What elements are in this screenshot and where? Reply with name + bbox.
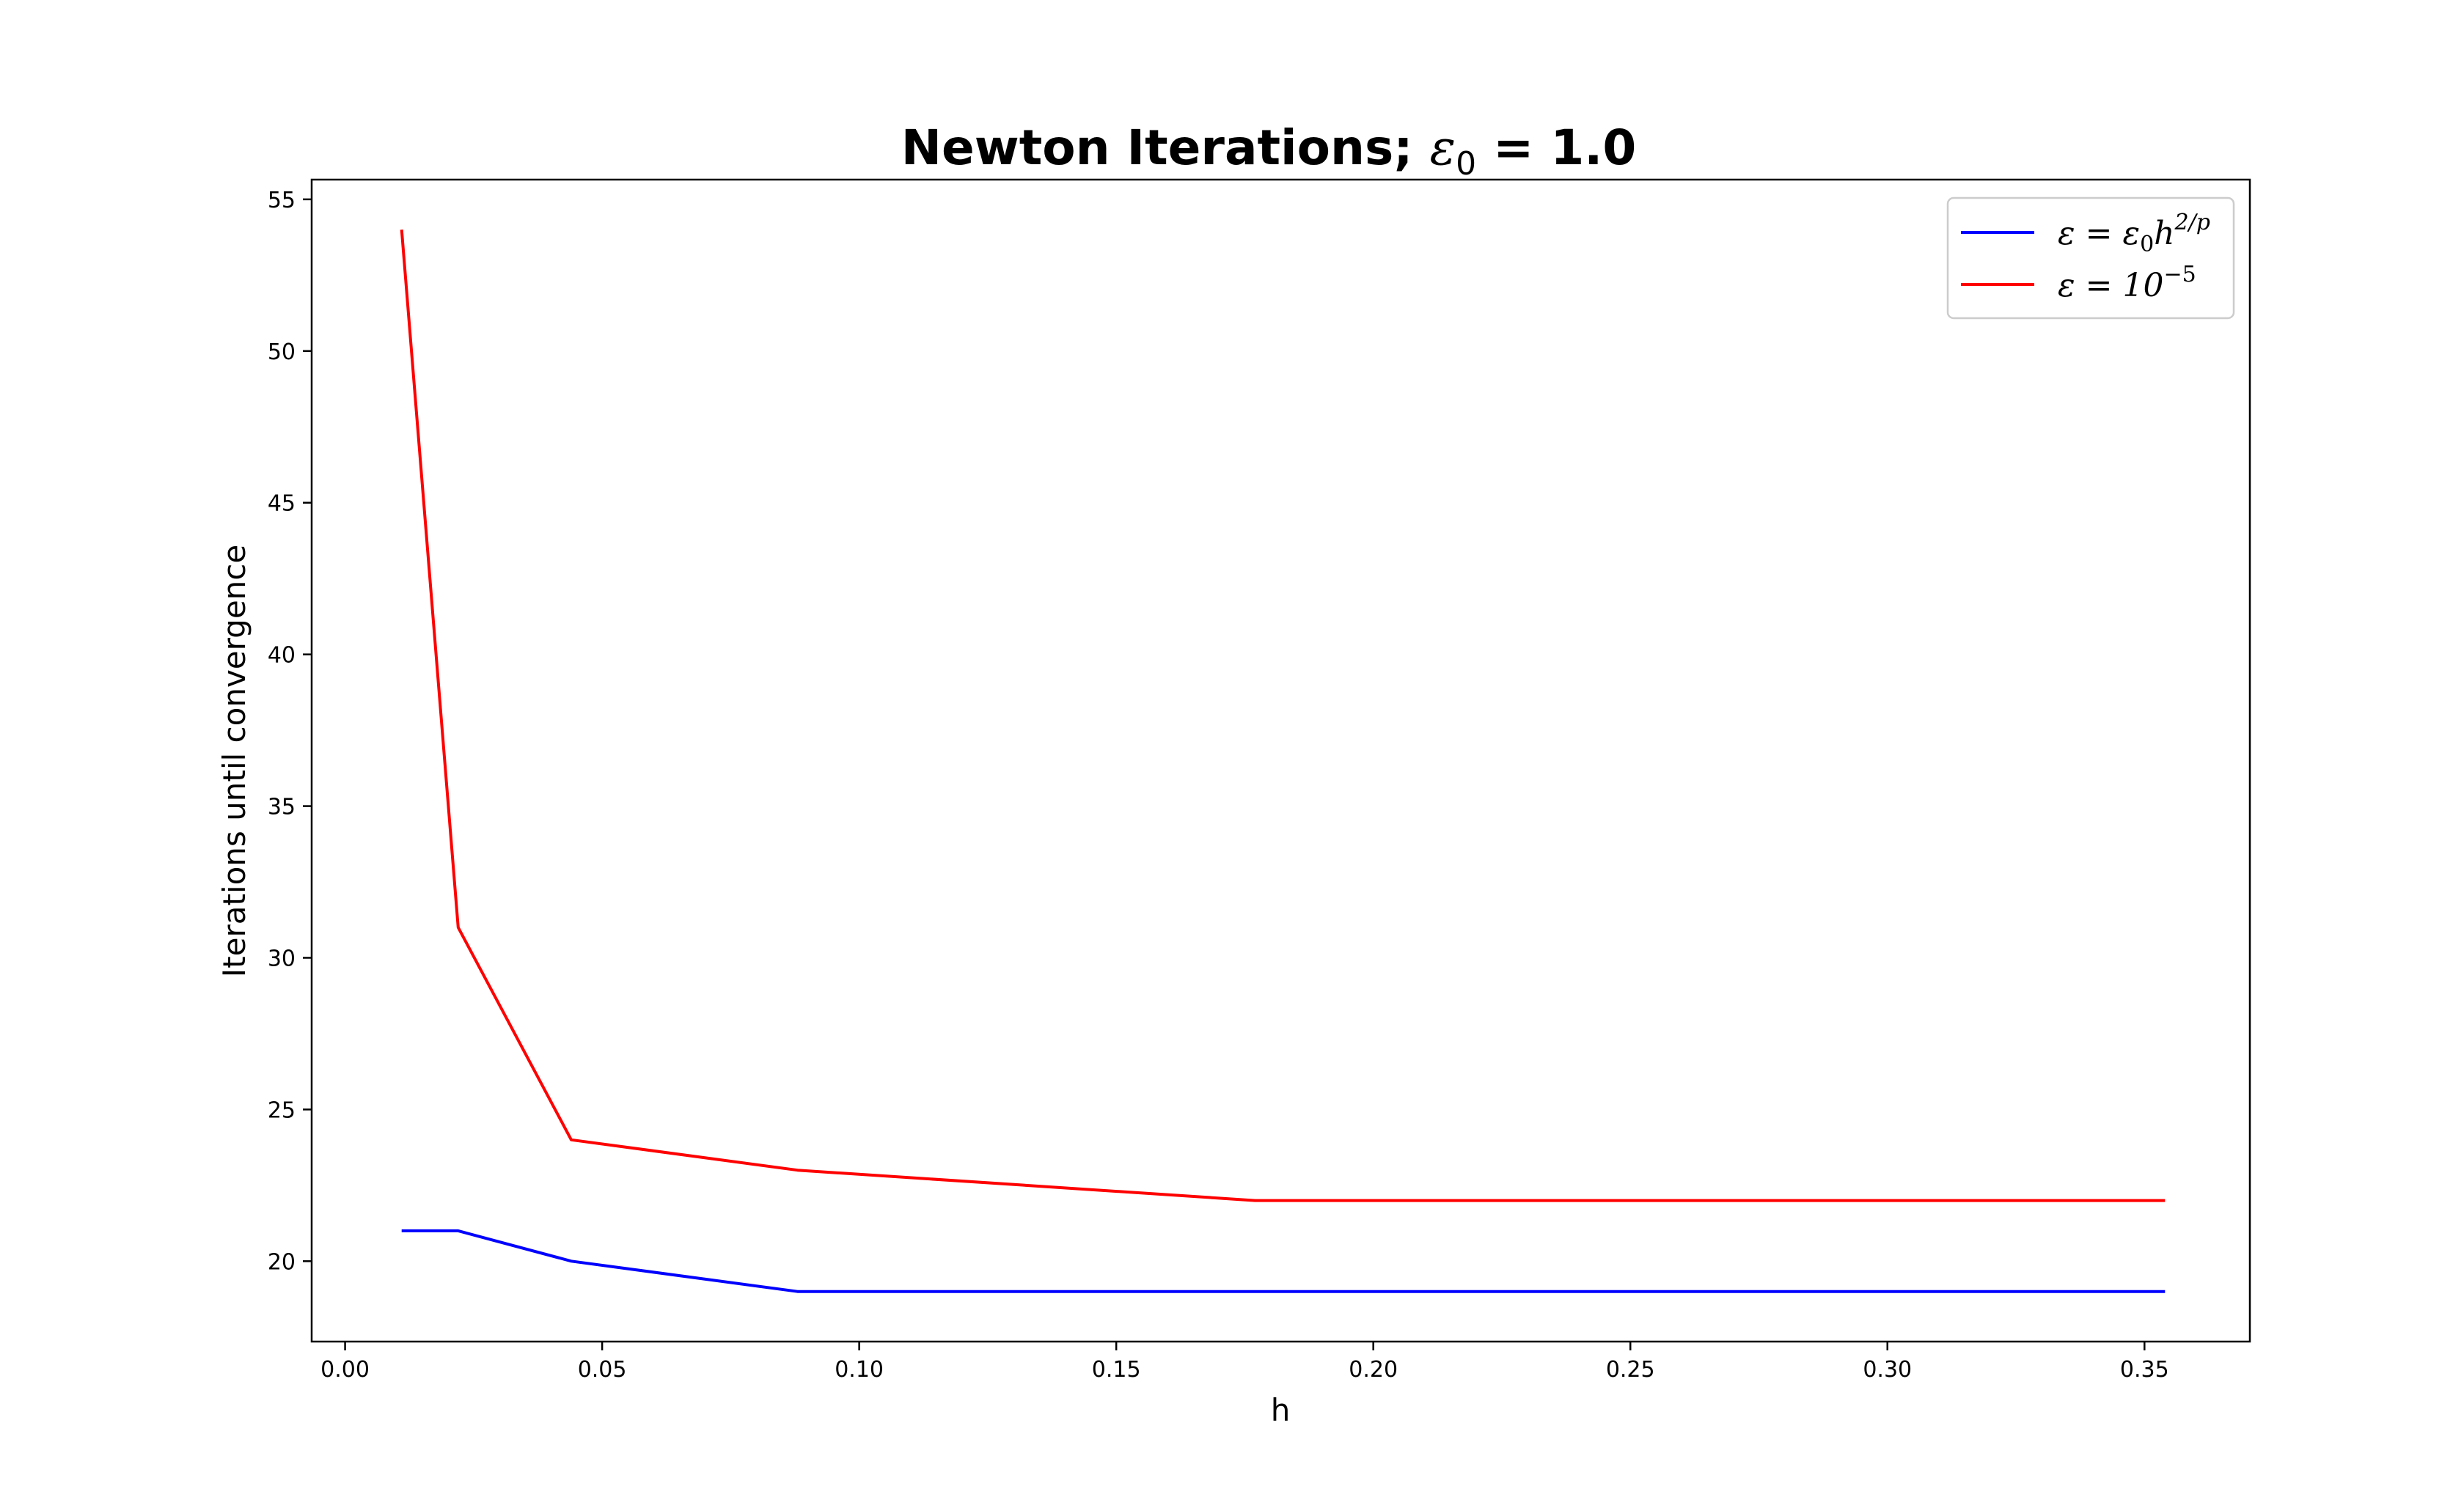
chart-title-epsilon: ε: [1430, 119, 1456, 176]
y-tick-label: 30: [268, 946, 296, 971]
y-tick-label: 55: [268, 188, 296, 213]
chart-title: Newton Iterations; ε0 = 1.0: [901, 119, 1637, 183]
y-tick-label: 25: [268, 1097, 296, 1123]
legend-box: [1946, 196, 2235, 320]
x-tick-label: 0.00: [320, 1357, 370, 1383]
legend-epsilon-fixed-sup: −5: [2163, 262, 2196, 287]
legend-label-epsilon-fixed: ε = 10−5: [2058, 262, 2196, 304]
y-tick-label: 50: [268, 339, 296, 365]
legend-epsilon-scaled-sup: 2/p: [2174, 210, 2210, 235]
chart-title-value: = 1.0: [1476, 119, 1636, 176]
y-tick-label: 20: [268, 1249, 296, 1275]
x-tick-label: 0.30: [1863, 1357, 1912, 1383]
axes-frame: [310, 178, 2251, 1343]
x-tick-label: 0.25: [1606, 1357, 1655, 1383]
plot-area: [312, 180, 2250, 1342]
x-tick-label: 0.20: [1349, 1357, 1398, 1383]
y-tick-label: 35: [268, 795, 296, 820]
legend-epsilon-scaled-h: h: [2154, 215, 2174, 252]
x-tick-label: 0.05: [578, 1357, 627, 1383]
legend-epsilon-scaled-sub: 0: [2140, 232, 2154, 257]
y-tick-label: 45: [268, 491, 296, 517]
y-tick-label: 40: [268, 643, 296, 669]
legend-label-epsilon-scaled: ε = ε0h2/p: [2058, 210, 2210, 257]
x-tick-label: 0.35: [2120, 1357, 2169, 1383]
tick-layer: 0.00 0.05 0.10 0.15 0.20 0.25 0.30 0.35 20 25 30 35…: [268, 188, 2169, 1383]
series-line-epsilon-scaled: [401, 1229, 2166, 1293]
x-tick-label: 0.15: [1092, 1357, 1141, 1383]
x-axis-label: h: [1271, 1392, 1291, 1428]
series-line-epsilon-fixed: [400, 229, 2166, 1202]
chart-title-text: Newton Iterations;: [901, 119, 1430, 176]
chart-title-subscript: 0: [1456, 145, 1476, 183]
x-tick-label: 0.10: [835, 1357, 884, 1383]
legend: ε = ε0h2/p ε = 10−5: [1946, 196, 2235, 320]
series-layer: [400, 229, 2166, 1293]
y-axis-label: Iterations until convergence: [216, 545, 252, 977]
legend-epsilon-fixed-lhs: ε = 10: [2058, 267, 2163, 304]
legend-epsilon-scaled-lhs: ε = ε: [2058, 215, 2140, 252]
